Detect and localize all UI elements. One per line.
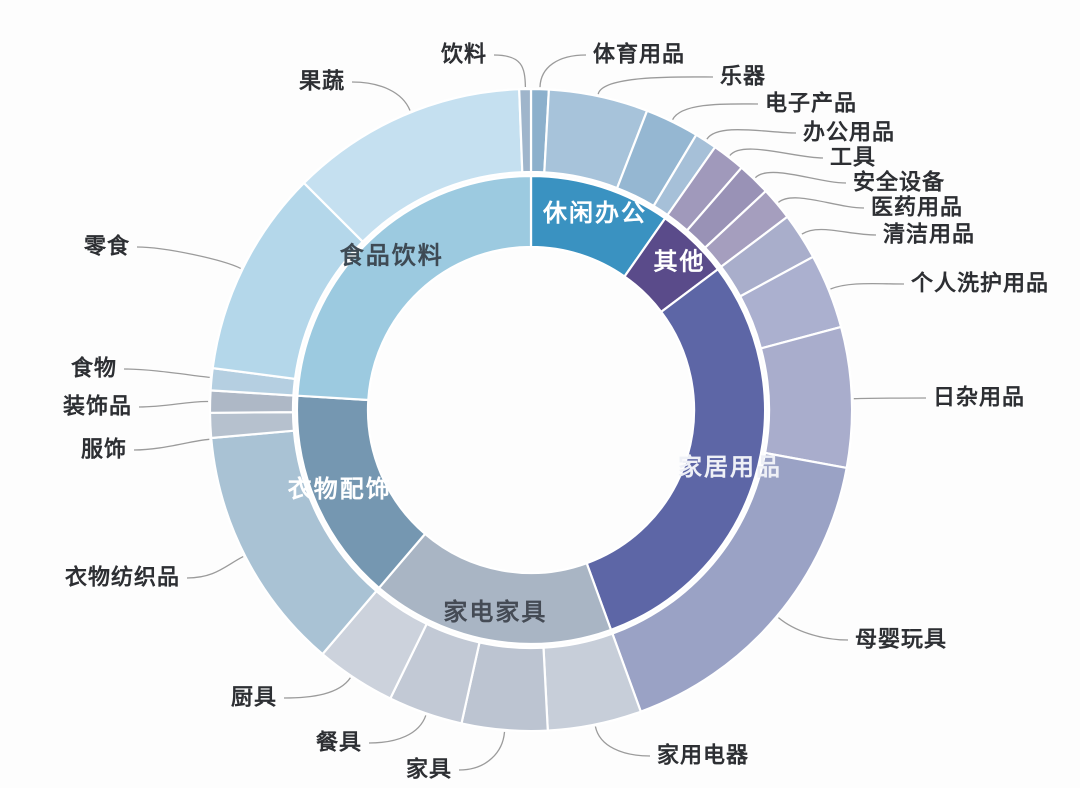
segment-beverages[interactable]: [518, 87, 533, 174]
label-fruits-vegetables: 果蔬: [299, 70, 345, 95]
leader-decorations: [138, 400, 209, 408]
label-food: 食物: [71, 356, 117, 382]
segment-home-goods[interactable]: [585, 268, 767, 631]
label-home-appliances: 家用电器: [657, 743, 749, 769]
leader-snacks: [136, 246, 241, 269]
label-appliances-furniture: 家电家具: [443, 598, 547, 626]
leader-tools: [729, 148, 824, 159]
leader-beverages: [493, 54, 527, 88]
leader-fruits-vegetables: [351, 81, 411, 111]
leader-clothing-textiles: [186, 556, 244, 579]
leader-furniture: [458, 731, 506, 771]
label-other: 其他: [654, 248, 706, 276]
label-baby-toys: 母婴玩具: [855, 628, 947, 653]
leader-medical-supplies: [777, 197, 865, 209]
leader-office-supplies: [706, 129, 797, 140]
label-apparel: 服饰: [81, 437, 127, 463]
segment-food-beverage[interactable]: [296, 174, 533, 402]
label-furniture: 家具: [406, 757, 452, 783]
label-medical-supplies: 医药用品: [871, 196, 963, 221]
leader-food: [123, 368, 210, 379]
label-daily-sundries: 日杂用品: [933, 386, 1025, 411]
leader-baby-toys: [777, 617, 849, 641]
segment-daily-sundries[interactable]: [759, 325, 854, 469]
label-tableware: 餐具: [316, 731, 362, 756]
label-cleaning-supplies: 清洁用品: [883, 222, 975, 248]
leader-daily-sundries: [853, 397, 927, 400]
label-kitchenware: 厨具: [231, 686, 277, 711]
label-musical-instruments: 乐器: [720, 65, 766, 90]
label-electronics: 电子产品: [765, 92, 857, 117]
label-food-beverage: 食品饮料: [340, 241, 444, 269]
label-leisure-office: 休闲办公: [542, 199, 647, 227]
leader-kitchenware: [283, 677, 351, 699]
leader-cleaning-supplies: [801, 228, 877, 236]
label-tools: 工具: [830, 146, 876, 171]
label-home-goods: 家居用品: [678, 453, 782, 481]
leader-apparel: [133, 438, 210, 451]
leader-tableware: [368, 715, 427, 744]
label-sports-goods: 体育用品: [593, 42, 685, 68]
leader-musical-instruments: [597, 76, 714, 95]
label-office-supplies: 办公用品: [803, 121, 895, 146]
label-decorations: 装饰品: [63, 394, 132, 420]
leader-sports-goods: [539, 54, 587, 88]
leader-electronics: [672, 103, 759, 121]
label-safety-equipment: 安全设备: [853, 170, 945, 196]
leader-home-appliances: [594, 726, 651, 757]
label-clothing-accessories: 衣物配饰: [288, 475, 392, 503]
label-personal-care: 个人洗护用品: [911, 272, 1049, 297]
label-beverages: 饮料: [440, 43, 487, 68]
leader-safety-equipment: [754, 171, 847, 184]
label-clothing-textiles: 衣物纺织品: [65, 565, 180, 591]
label-snacks: 零食: [83, 234, 130, 260]
leader-personal-care: [830, 282, 905, 290]
